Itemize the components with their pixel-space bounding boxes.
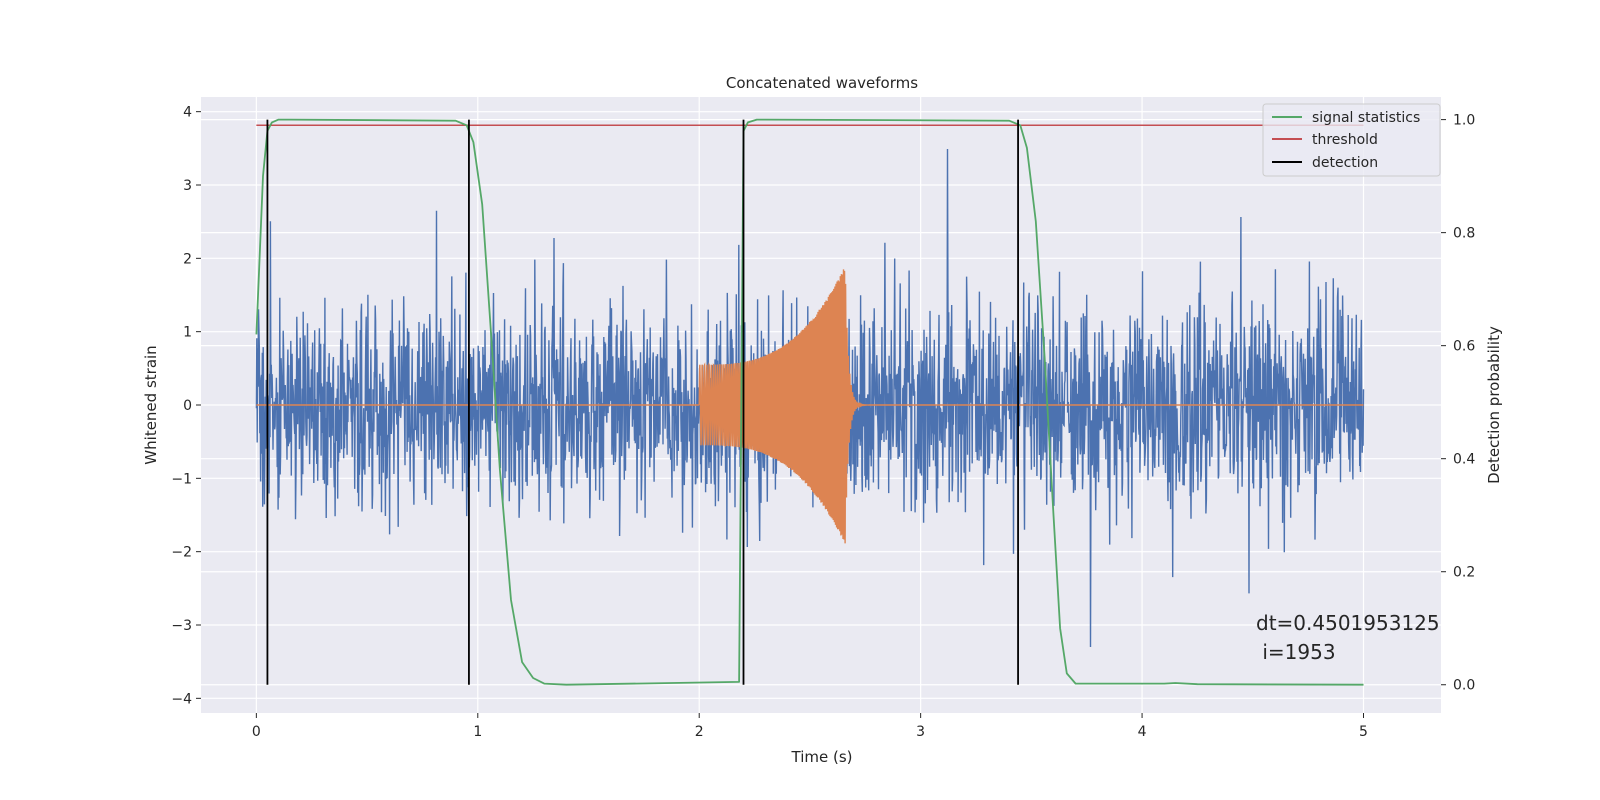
legend-box: [1262, 103, 1441, 177]
legend-label-threshold: threshold: [1312, 132, 1378, 148]
y-tick-label: −2: [171, 545, 192, 561]
x-tick-label: 5: [1359, 724, 1368, 740]
y2-tick-label: 0.4: [1453, 452, 1475, 468]
annotation-dt: dt=0.4501953125: [1256, 611, 1440, 635]
y-tick-label: −3: [171, 618, 192, 634]
legend: signal statistics threshold detection: [1262, 103, 1441, 177]
x-tick-label: 1: [473, 724, 482, 740]
y-tick-label: 1: [183, 325, 192, 341]
annotation-i: i=1953: [1256, 640, 1336, 664]
x-axis-title: Time (s): [791, 748, 853, 766]
legend-label-signal-statistics: signal statistics: [1312, 110, 1420, 126]
signal-statistics-line: [255, 118, 1364, 686]
y2-tick-label: 0.6: [1453, 339, 1475, 355]
x-tick-label: 3: [916, 724, 925, 740]
x-tick-label: 4: [1138, 724, 1147, 740]
y-axis-title: Whitened strain: [142, 345, 160, 464]
y-tick-label: 3: [183, 178, 192, 194]
y-tick-label: 0: [183, 398, 192, 414]
y2-axis-title: Detection probability: [1485, 326, 1503, 484]
y2-tick-label: 0.2: [1453, 565, 1475, 581]
y-tick-label: −4: [171, 691, 192, 707]
data-layer: [255, 118, 1365, 686]
chart-title: Concatenated waveforms: [726, 74, 918, 92]
x-tick-label: 0: [252, 724, 261, 740]
y-tick-label: 4: [183, 105, 192, 121]
y-tick-label: −1: [171, 471, 192, 487]
y2-tick-label: 0.8: [1453, 226, 1475, 242]
legend-label-detection: detection: [1312, 155, 1378, 171]
y-tick-label: 2: [183, 251, 192, 267]
y2-tick-label: 0.0: [1453, 678, 1475, 694]
y2-tick-label: 1.0: [1453, 113, 1475, 129]
chirp-series-line: [256, 269, 1364, 544]
axes-layer: 0 1 2 3 4 5 −4 −3 −2 −1 0 1 2 3 4 0.0 0.2 0.4 0.6 0.8 1.0: [171, 105, 1475, 740]
x-tick-label: 2: [695, 724, 704, 740]
